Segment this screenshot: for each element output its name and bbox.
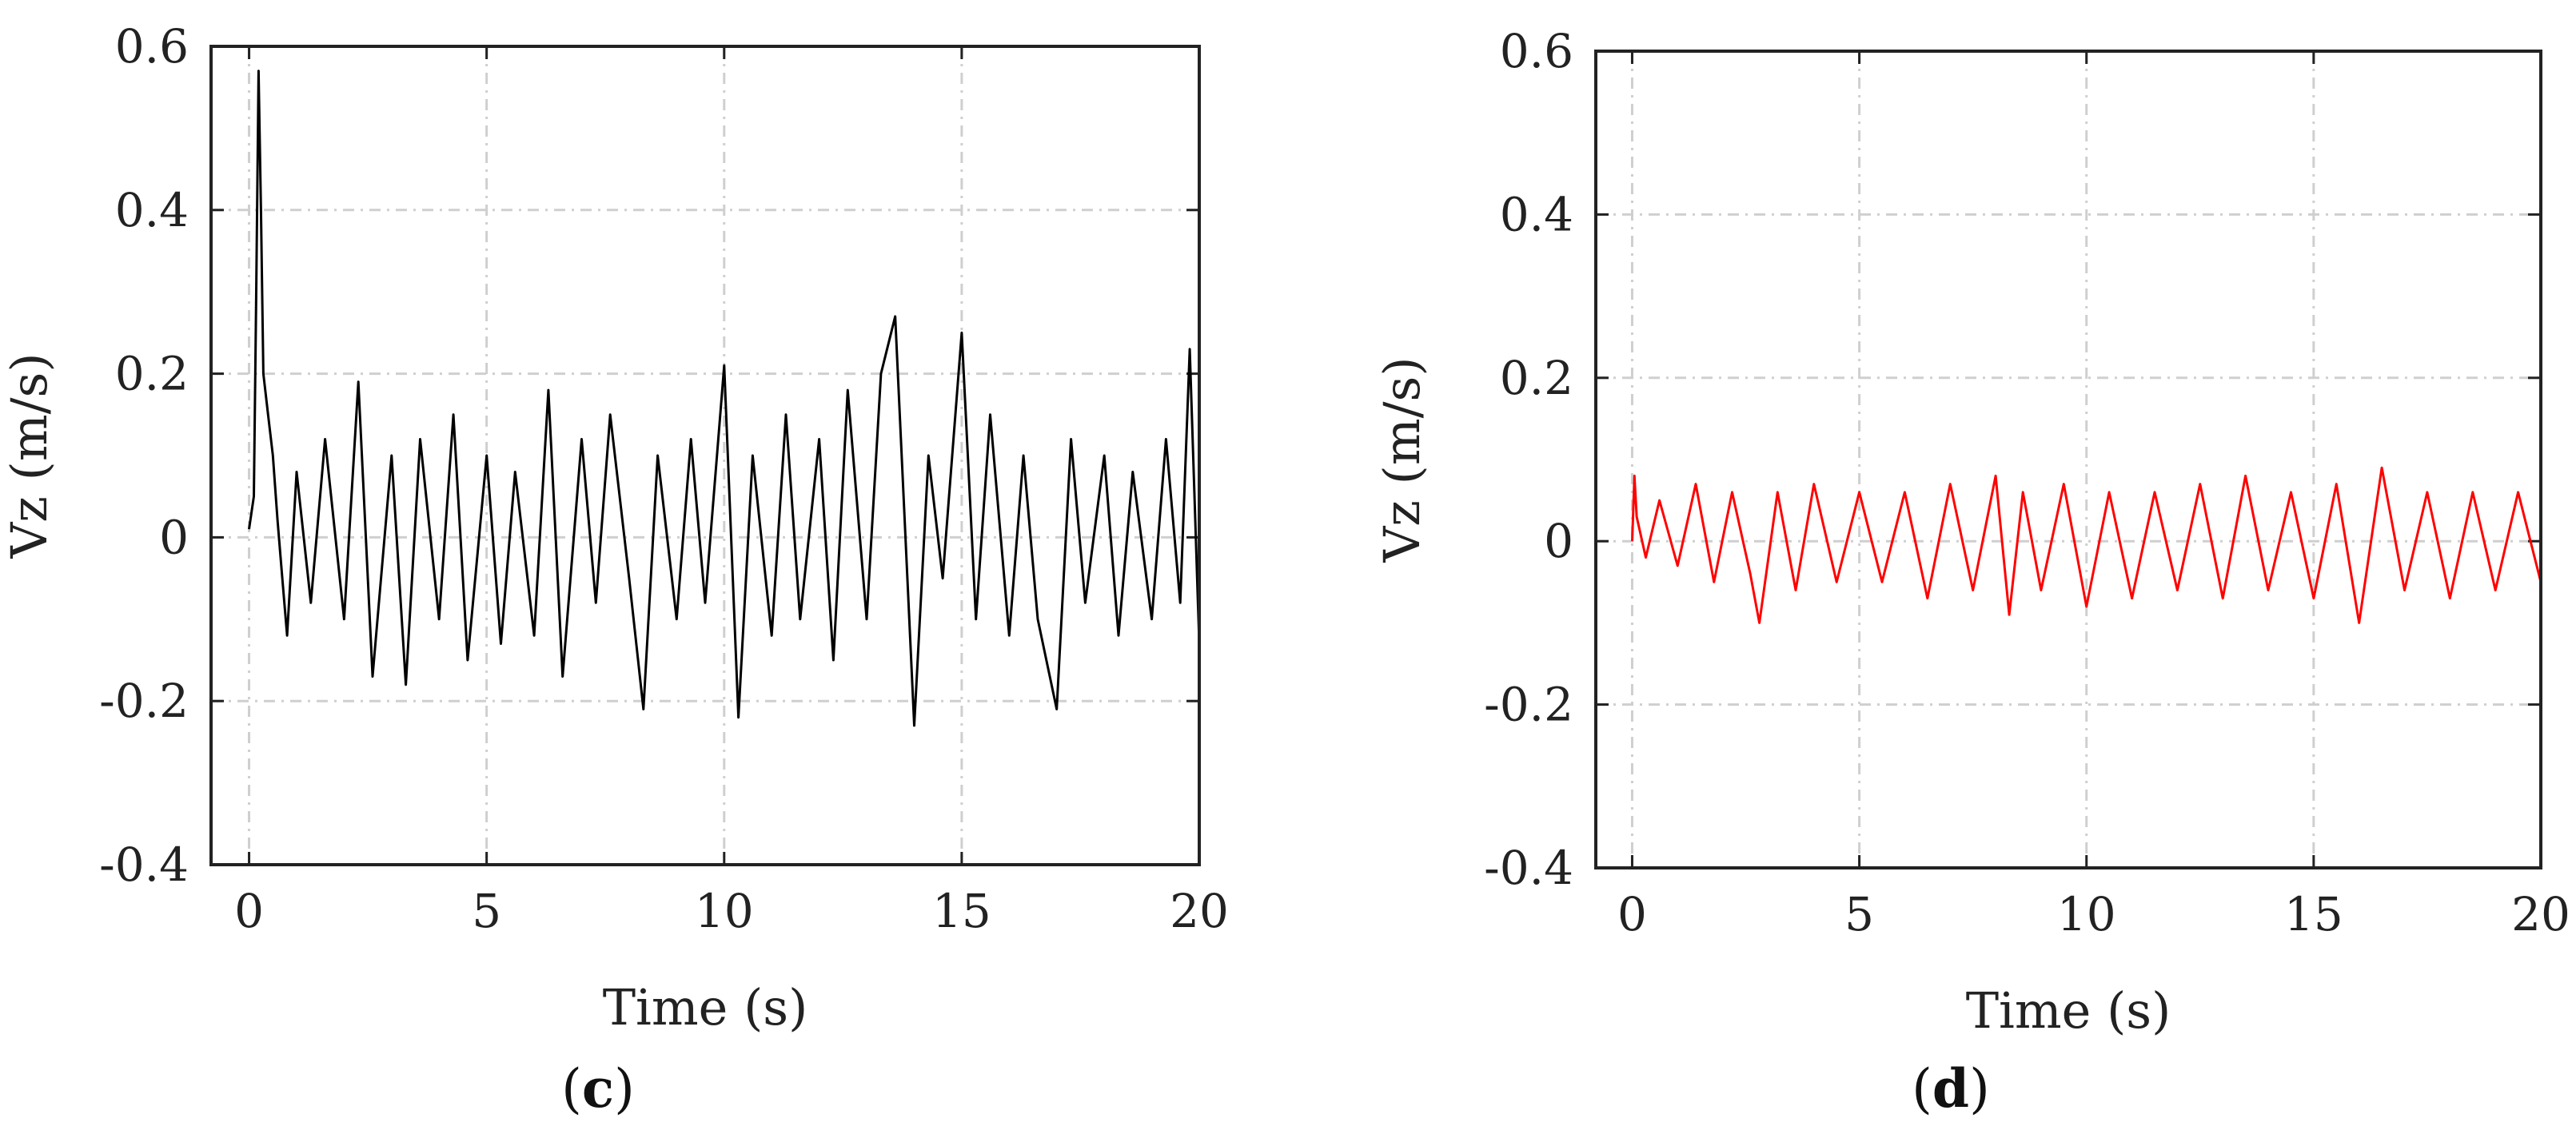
y-tick-label: 0.2 <box>1500 351 1573 405</box>
x-tick-label: 20 <box>1170 884 1229 938</box>
panel-label: (d) <box>1912 1057 1990 1120</box>
x-tick-label: 20 <box>2511 887 2570 941</box>
plot-frame <box>209 45 1201 866</box>
y-tick-label: -0.4 <box>99 838 189 892</box>
plot-frame <box>1594 50 2542 869</box>
y-tick-label: -0.4 <box>1484 841 1573 895</box>
y-tick-label: 0.4 <box>115 183 189 237</box>
y-tick-label: -0.2 <box>1484 678 1573 732</box>
x-tick-label: 10 <box>695 884 754 938</box>
y-axis-label: Vz (m/s) <box>1373 356 1431 563</box>
y-tick-label: 0.2 <box>115 347 189 401</box>
x-tick-label: 15 <box>932 884 991 938</box>
chart-panel-d: 0 5 10 15 20 -0.4 -0.2 0 0.2 0.4 0.6 Time (s) Vz (m/… <box>1373 24 2570 1120</box>
x-tick-label: 5 <box>1844 887 1874 941</box>
y-tick-label: 0.4 <box>1500 187 1573 241</box>
x-axis-label: Time (s) <box>1966 981 2171 1040</box>
x-tick-label: 0 <box>234 884 264 938</box>
series-line <box>248 70 1201 727</box>
panel-label-close-paren: ) <box>614 1058 635 1120</box>
panel-label: (c) <box>561 1057 635 1120</box>
x-axis-label: Time (s) <box>603 978 808 1037</box>
panel-label-letter: d <box>1932 1057 1969 1120</box>
y-tick-label: 0 <box>159 510 189 564</box>
panel-label-close-paren: ) <box>1969 1058 1990 1120</box>
panel-label-letter: c <box>582 1057 614 1120</box>
y-tick-label: 0.6 <box>1500 24 1573 78</box>
y-axis-label: Vz (m/s) <box>0 352 58 559</box>
panel-label-open-paren: ( <box>561 1058 582 1120</box>
x-tick-label: 0 <box>1617 887 1647 941</box>
y-tick-label: -0.2 <box>99 674 189 728</box>
series-line <box>1631 466 2542 624</box>
x-tick-label: 15 <box>2284 887 2343 941</box>
x-tick-label: 5 <box>472 884 501 938</box>
y-tick-label: 0.6 <box>115 19 189 74</box>
chart-panel-c: 0 5 10 15 20 -0.4 -0.2 0 0.2 0.4 0.6 Time (s) Vz (m/… <box>0 19 1229 1120</box>
panel-label-open-paren: ( <box>1912 1058 1932 1120</box>
x-tick-label: 10 <box>2057 887 2116 941</box>
y-tick-label: 0 <box>1544 514 1573 568</box>
